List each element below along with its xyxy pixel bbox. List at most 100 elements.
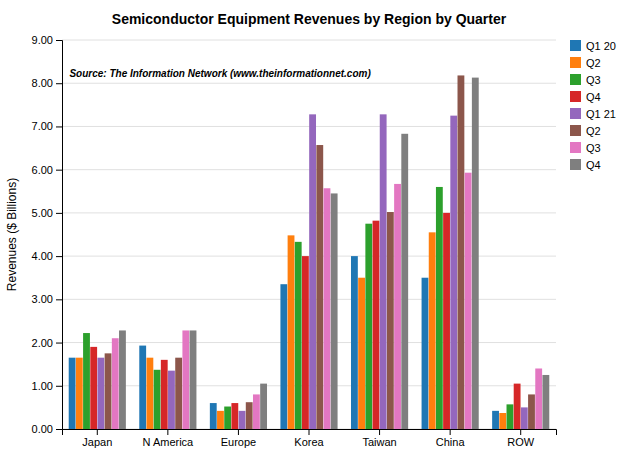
bar	[535, 368, 542, 429]
y-tick: 6.00	[32, 164, 62, 176]
x-tick-label: Korea	[294, 436, 324, 448]
bar	[146, 358, 153, 429]
legend-swatch	[570, 125, 581, 136]
bar	[182, 330, 189, 429]
legend-swatch	[570, 108, 581, 119]
legend-swatch	[570, 74, 581, 85]
bar	[309, 114, 316, 429]
x-tick-label: Taiwan	[362, 436, 396, 448]
bar-series	[105, 75, 535, 429]
x-tick-label: N America	[142, 436, 194, 448]
y-tick: 8.00	[32, 77, 62, 89]
bar	[443, 213, 450, 429]
legend: Q1 20Q2Q3Q4Q1 21Q2Q3Q4	[570, 40, 616, 171]
bar	[492, 411, 499, 429]
bar	[507, 404, 514, 429]
y-tick: 3.00	[32, 293, 62, 305]
bar-series	[119, 78, 549, 429]
bar	[542, 375, 549, 429]
y-tick-label: 3.00	[32, 293, 53, 305]
y-axis: 0.001.002.003.004.005.006.007.008.009.00	[32, 34, 63, 435]
grid-line	[62, 126, 556, 127]
y-tick-mark	[56, 429, 62, 430]
grid-line	[62, 256, 556, 257]
grid-line	[62, 40, 556, 41]
bar	[429, 232, 436, 429]
x-tick: Europe	[221, 429, 256, 448]
grid-line	[62, 342, 556, 343]
y-tick: 9.00	[32, 34, 62, 46]
y-tick-label: 7.00	[32, 120, 53, 132]
legend-item: Q4	[570, 159, 601, 171]
bar	[288, 235, 295, 429]
bar	[161, 360, 168, 429]
y-tick-label: 5.00	[32, 207, 53, 219]
y-tick-label: 2.00	[32, 337, 53, 349]
legend-swatch	[570, 57, 581, 68]
x-tick-mark	[450, 429, 451, 435]
x-tick-label: ROW	[507, 436, 535, 448]
bar	[324, 188, 331, 429]
bar	[217, 411, 224, 429]
bar	[295, 242, 302, 429]
y-tick-mark	[56, 170, 62, 171]
y-tick-mark	[56, 299, 62, 300]
bar	[351, 256, 358, 429]
bar	[105, 353, 112, 429]
bar	[112, 338, 119, 429]
x-tick-label: Japan	[82, 436, 112, 448]
grid-line	[62, 83, 556, 84]
x-tick-label: China	[436, 436, 466, 448]
title: Semiconductor Equipment Revenues by Regi…	[112, 11, 507, 27]
bar	[76, 358, 83, 429]
legend-item: Q1 20	[570, 40, 616, 52]
x-tick: Korea	[294, 429, 324, 448]
y-tick: 5.00	[32, 207, 62, 219]
x-axis: Japan N America Europe Korea Taiwan China ROW	[63, 429, 557, 448]
grid	[62, 40, 556, 429]
bar	[231, 403, 238, 429]
y-tick-mark	[56, 40, 62, 41]
bar	[365, 224, 372, 429]
x-tick-mark	[379, 429, 380, 435]
bar	[83, 333, 90, 429]
y-tick-label: 4.00	[32, 250, 53, 262]
x-tick-mark	[309, 429, 310, 435]
bar	[139, 346, 146, 429]
legend-label: Q4	[586, 159, 601, 171]
grid-line	[62, 169, 556, 170]
y-tick: 2.00	[32, 337, 62, 349]
y-tick-mark	[56, 256, 62, 257]
legend-swatch	[570, 142, 581, 153]
legend-item: Q3	[570, 142, 601, 154]
bar	[190, 330, 197, 429]
y-tick: 7.00	[32, 120, 62, 132]
bar	[465, 173, 472, 429]
bar	[119, 330, 126, 429]
y-tick-label: 1.00	[32, 380, 53, 392]
x-tick-mark	[97, 429, 98, 435]
legend-label: Q1 20	[586, 40, 616, 52]
grid-line	[62, 385, 556, 386]
x-tick-mark	[167, 429, 168, 435]
bar	[302, 256, 309, 429]
bar	[280, 284, 287, 429]
bar	[90, 347, 97, 429]
bar	[253, 394, 260, 429]
bar	[97, 358, 104, 429]
x-tick: Taiwan	[362, 429, 396, 448]
bar	[458, 75, 465, 429]
x-tick: China	[436, 429, 466, 448]
bar	[260, 384, 267, 429]
legend-swatch	[570, 159, 581, 170]
plot-area: 0.001.002.003.004.005.006.007.008.009.00…	[32, 34, 557, 448]
legend-item: Q1 21	[570, 108, 616, 120]
bar	[210, 403, 217, 429]
bar	[239, 411, 246, 429]
bar	[69, 358, 76, 429]
bar	[175, 358, 182, 429]
bar	[154, 370, 161, 429]
x-tick-label: Europe	[221, 436, 256, 448]
bar	[450, 116, 457, 429]
legend-item: Q3	[570, 74, 601, 86]
